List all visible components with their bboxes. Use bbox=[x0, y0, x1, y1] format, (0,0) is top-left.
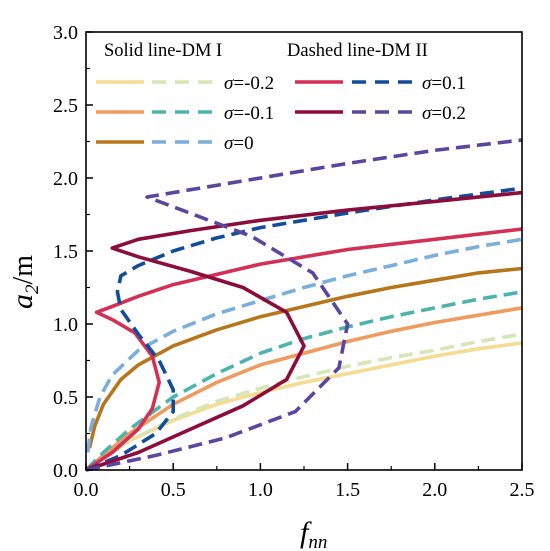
y-tick-label: 1.0 bbox=[53, 314, 78, 336]
y-tick-label: 0.5 bbox=[53, 387, 78, 409]
series-line-dm2-sigma-0.2 bbox=[85, 138, 523, 472]
x-tick-label: 1.5 bbox=[335, 479, 360, 501]
series-line-dm2-sigma--0.1 bbox=[84, 290, 523, 472]
series-line-dm2-sigma-0.1 bbox=[85, 186, 523, 472]
legend-label: σ=0.1 bbox=[422, 73, 466, 94]
legend-header-dm1: Solid line-DM I bbox=[104, 41, 222, 61]
legend-label: σ=-0.2 bbox=[224, 73, 274, 94]
y-tick-label: 2.5 bbox=[53, 95, 78, 117]
x-tick-label: 2.0 bbox=[422, 479, 447, 501]
y-tick-label: 2.0 bbox=[53, 168, 78, 190]
x-tick-label: 0.0 bbox=[74, 479, 99, 501]
series-line-dm1-sigma--0.1 bbox=[84, 306, 523, 472]
legend: Solid line-DM I Dashed line-DM II σ=-0.2 σ=… bbox=[96, 41, 466, 154]
legend-header-dm2: Dashed line-DM II bbox=[287, 41, 428, 61]
series-line-dm1-sigma-0.2 bbox=[85, 190, 523, 472]
y-tick-label: 1.5 bbox=[53, 241, 78, 263]
y-tick-label: 3.0 bbox=[53, 22, 78, 44]
series-line-dm1-sigma-0 bbox=[87, 266, 523, 449]
legend-label: σ=0.2 bbox=[422, 103, 466, 124]
y-axis-title: a2/m bbox=[6, 255, 43, 309]
x-axis-title: fnn bbox=[300, 516, 327, 551]
curves-layer bbox=[84, 138, 523, 472]
legend-label: σ=0 bbox=[224, 133, 254, 154]
series-line-dm2-sigma-0 bbox=[85, 237, 523, 453]
legend-label: σ=-0.1 bbox=[224, 103, 274, 124]
x-tick-label: 0.5 bbox=[161, 479, 186, 501]
ticks-layer: 0.0 0.5 1.0 1.5 2.0 2.5 0.0 0.5 1.0 1.5 2.0 2.5 3.0 bbox=[53, 22, 535, 501]
y-tick-label: 0.0 bbox=[53, 460, 78, 482]
x-tick-label: 2.5 bbox=[510, 479, 535, 501]
series-line-dm1-sigma-0.1 bbox=[85, 227, 523, 472]
x-tick-label: 1.0 bbox=[248, 479, 273, 501]
